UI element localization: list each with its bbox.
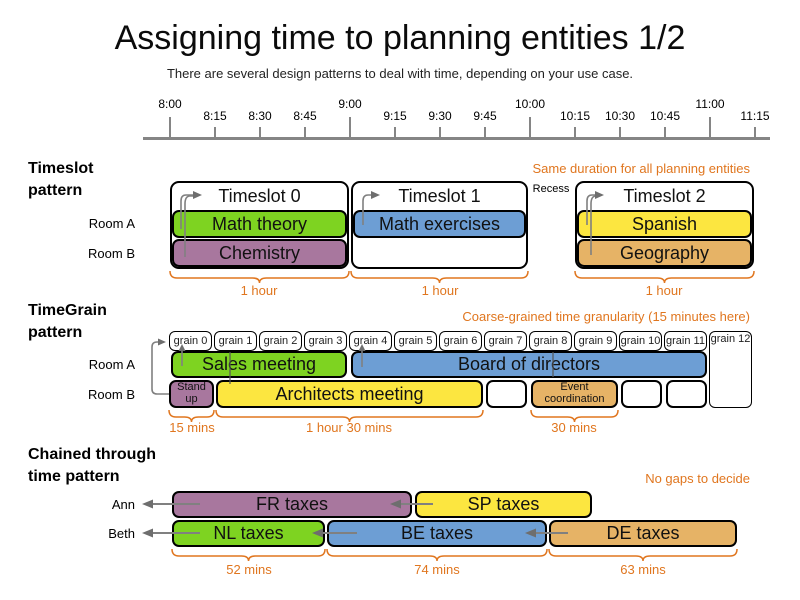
timeslot-2-title: Timeslot 2 (623, 186, 706, 206)
grain-box-9: grain 9 (574, 331, 617, 351)
time-tick-8:00 (169, 117, 171, 138)
time-label-9:00: 9:00 (338, 97, 362, 111)
person-beth-label: Beth (108, 526, 135, 541)
grain-box-12: grain 12 (709, 331, 752, 408)
duration-be: 74 mins (414, 562, 460, 577)
grain-box-0: grain 0 (169, 331, 212, 351)
grain-box-7: grain 7 (484, 331, 527, 351)
time-tick-10:15 (574, 127, 576, 138)
time-tick-10:30 (619, 127, 621, 138)
time-tick-10:00 (529, 117, 531, 138)
page-title: Assigning time to planning entities 1/2 (114, 19, 686, 57)
arrowhead-ann (142, 499, 153, 509)
time-tick-11:00 (709, 117, 711, 138)
empty-slot-grain7 (486, 380, 527, 408)
time-label-9:15: 9:15 (383, 109, 407, 123)
lesson-chemistry: Chemistry (172, 239, 347, 267)
chained-note: No gaps to decide (645, 471, 750, 486)
brace-nl (171, 548, 326, 562)
time-tick-10:45 (664, 127, 666, 138)
room-a-label-timeslot: Room A (88, 216, 135, 231)
lesson-math-theory: Math theory (172, 210, 347, 238)
arrowhead-beth (142, 528, 153, 538)
timegrain-note: Coarse-grained time granularity (15 minu… (462, 309, 750, 324)
lesson-spanish: Spanish (577, 210, 752, 238)
grain-box-11: grain 11 (664, 331, 707, 351)
task-nl-taxes: NL taxes (172, 520, 325, 547)
time-tick-9:15 (394, 127, 396, 138)
task-sp-taxes: SP taxes (415, 491, 592, 518)
lesson-geography: Geography (577, 239, 752, 267)
grain-box-2: grain 2 (259, 331, 302, 351)
brace-timeslot1 (350, 270, 529, 284)
duration-de: 63 mins (620, 562, 666, 577)
time-label-10:15: 10:15 (559, 109, 591, 123)
duration-timeslot-1: 1 hour (421, 283, 459, 298)
time-label-10:45: 10:45 (649, 109, 681, 123)
meeting-architects: Architects meeting (216, 380, 483, 408)
brace-timeslot0 (169, 270, 350, 284)
arrow-standup-to-grain0 (151, 341, 169, 395)
duration-event: 30 mins (551, 420, 597, 435)
duration-standup: 15 mins (169, 420, 215, 435)
timeslot-1-title: Timeslot 1 (398, 186, 481, 206)
empty-slot-grain10 (621, 380, 662, 408)
room-b-label-timeslot: Room B (88, 246, 135, 261)
time-tick-9:00 (349, 117, 351, 138)
lesson-math-exercises: Math exercises (353, 210, 526, 238)
timeslot-0-title: Timeslot 0 (218, 186, 301, 206)
grain-box-6: grain 6 (439, 331, 482, 351)
room-a-label-timegrain: Room A (88, 357, 135, 372)
grain-box-5: grain 5 (394, 331, 437, 351)
arrowhead-grain0 (158, 338, 166, 346)
brace-de (548, 548, 738, 562)
time-tick-8:30 (259, 127, 261, 138)
room-b-label-timegrain: Room B (88, 387, 135, 402)
time-label-8:00: 8:00 (158, 97, 182, 111)
duration-nl: 52 mins (226, 562, 272, 577)
time-axis-line (143, 137, 770, 140)
time-label-11:15: 11:15 (740, 109, 770, 123)
time-tick-8:15 (214, 127, 216, 138)
page-subtitle: There are several design patterns to dea… (166, 66, 634, 81)
timegrain-pattern-label: TimeGrain pattern (28, 302, 107, 341)
meeting-board: Board of directors (351, 351, 707, 378)
empty-slot-grain11 (666, 380, 707, 408)
timeslot-pattern-label: Timeslot pattern (28, 160, 94, 199)
chained-pattern-label: Chained through time pattern (28, 446, 156, 485)
duration-architects: 1 hour 30 mins (306, 420, 392, 435)
time-label-8:15: 8:15 (203, 109, 227, 123)
time-tick-8:45 (304, 127, 306, 138)
task-be-taxes: BE taxes (327, 520, 547, 547)
duration-timeslot-2: 1 hour (645, 283, 683, 298)
time-label-8:45: 8:45 (293, 109, 317, 123)
brace-timeslot2 (574, 270, 755, 284)
task-fr-taxes: FR taxes (172, 491, 412, 518)
time-label-9:30: 9:30 (428, 109, 452, 123)
grain-box-4: grain 4 (349, 331, 392, 351)
grain-box-1: grain 1 (214, 331, 257, 351)
grain-box-8: grain 8 (529, 331, 572, 351)
time-label-11:00: 11:00 (695, 97, 725, 111)
meeting-sales: Sales meeting (171, 351, 347, 378)
meeting-event: Event coordination (531, 380, 618, 408)
grain-box-3: grain 3 (304, 331, 347, 351)
time-tick-9:30 (439, 127, 441, 138)
time-label-10:00: 10:00 (514, 97, 546, 111)
grain-box-10: grain 10 (619, 331, 662, 351)
meeting-standup: Stand up (169, 380, 214, 408)
time-tick-9:45 (484, 127, 486, 138)
recess-label: Recess (532, 183, 570, 195)
time-label-8:30: 8:30 (248, 109, 272, 123)
time-tick-11:15 (754, 127, 756, 138)
time-label-9:45: 9:45 (473, 109, 497, 123)
person-ann-label: Ann (111, 497, 135, 512)
duration-timeslot-0: 1 hour (240, 283, 278, 298)
timeslot-note: Same duration for all planning entities (532, 161, 750, 176)
brace-be (326, 548, 548, 562)
task-de-taxes: DE taxes (549, 520, 737, 547)
time-label-10:30: 10:30 (604, 109, 636, 123)
